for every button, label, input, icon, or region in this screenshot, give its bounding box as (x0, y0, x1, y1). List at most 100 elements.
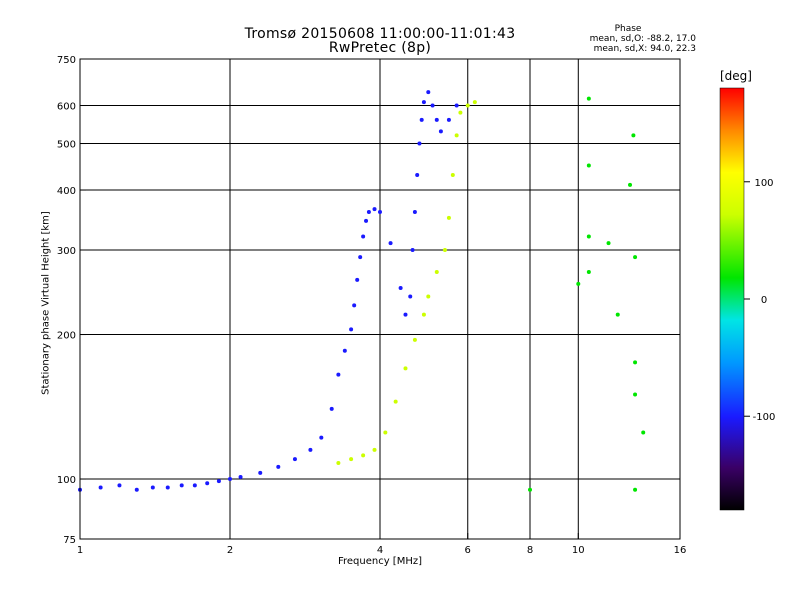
data-point (361, 453, 366, 458)
data-point (419, 117, 424, 122)
data-point (412, 210, 417, 215)
y-tick-label: 400 (57, 186, 76, 197)
data-point (454, 133, 459, 138)
data-point (342, 348, 347, 353)
x-axis-label: Frequency [MHz] (337, 556, 423, 567)
data-point (446, 117, 451, 122)
data-point (378, 210, 382, 215)
data-point (355, 277, 360, 282)
data-point (438, 129, 443, 134)
y-tick-label: 500 (57, 140, 76, 151)
data-point (631, 133, 636, 138)
y-tick-label: 300 (57, 246, 76, 257)
y-tick-label: 100 (57, 475, 76, 486)
colorbar-label: [deg] (720, 69, 752, 83)
data-point (412, 337, 417, 342)
y-tick-label: 200 (57, 331, 76, 342)
data-point (292, 457, 297, 462)
data-point (393, 399, 398, 404)
data-point (352, 303, 357, 308)
phase-stats-heading: Phase (614, 24, 642, 34)
colorbar-tick-label: 0 (761, 295, 767, 306)
x-tick-label: 6 (465, 545, 471, 556)
data-point (528, 487, 532, 492)
data-point (408, 294, 413, 299)
y-tick-label: 75 (63, 535, 76, 546)
data-point (633, 255, 638, 260)
data-point (258, 470, 263, 475)
data-point (383, 430, 388, 435)
data-point (421, 100, 426, 105)
data-point (364, 218, 369, 223)
data-point (415, 172, 420, 177)
y-tick-label: 600 (57, 102, 76, 113)
data-point (576, 281, 581, 286)
colorbar-tick-label: 100 (754, 178, 773, 189)
data-point (606, 241, 611, 246)
data-point (372, 207, 377, 212)
data-point (98, 485, 103, 490)
data-point (641, 430, 646, 435)
data-point (192, 483, 197, 488)
data-point (426, 90, 431, 95)
data-point (398, 286, 403, 291)
data-point (421, 312, 426, 317)
data-point (633, 392, 638, 397)
data-point (633, 360, 638, 365)
data-point (442, 248, 447, 253)
data-point (179, 483, 184, 488)
data-point (434, 269, 439, 274)
data-point (628, 182, 633, 187)
data-point (349, 327, 354, 332)
data-point (238, 474, 243, 479)
data-point (454, 103, 459, 108)
data-point (150, 485, 155, 490)
data-point (276, 464, 281, 469)
data-point (165, 485, 170, 490)
data-point (358, 255, 363, 260)
data-point (586, 96, 591, 101)
data-point (458, 110, 463, 115)
x-tick-label: 10 (572, 545, 585, 556)
data-point (117, 483, 122, 488)
data-point (615, 312, 620, 317)
phase-stats-x: mean, sd,X: 94.0, 22.3 (593, 44, 696, 54)
data-point (586, 163, 591, 168)
data-point (446, 215, 451, 220)
data-point (205, 481, 210, 486)
data-point (410, 248, 415, 253)
data-point (403, 366, 408, 371)
data-point (472, 100, 477, 105)
data-point (319, 435, 324, 440)
colorbar-tick-label: -100 (753, 412, 776, 423)
chart-subtitle: RwPretec (8p) (328, 40, 432, 56)
data-point (134, 487, 139, 492)
data-point (426, 294, 431, 299)
data-point (349, 457, 354, 462)
y-tick-label: 750 (57, 55, 76, 66)
data-point (430, 103, 435, 108)
x-tick-label: 1 (77, 545, 83, 556)
phase-stats-o: mean, sd,O: -88.2, 17.0 (589, 34, 696, 44)
data-point (586, 234, 591, 239)
data-point (308, 447, 313, 452)
data-point (228, 477, 232, 482)
data-point (336, 372, 341, 377)
x-tick-label: 16 (674, 545, 687, 556)
data-point (336, 460, 341, 465)
data-point (450, 172, 455, 177)
data-point (329, 406, 334, 411)
data-point (388, 241, 393, 246)
colorbar (719, 87, 745, 511)
x-tick-label: 4 (377, 545, 383, 556)
data-point (372, 447, 377, 452)
data-point (417, 141, 422, 146)
x-tick-label: 8 (527, 545, 533, 556)
data-point (465, 103, 470, 108)
data-point (434, 117, 439, 122)
data-point (366, 210, 371, 215)
chart-title: Tromsø 20150608 11:00:00-11:01:43 (244, 26, 516, 42)
data-point (403, 312, 408, 317)
data-point (216, 479, 221, 484)
